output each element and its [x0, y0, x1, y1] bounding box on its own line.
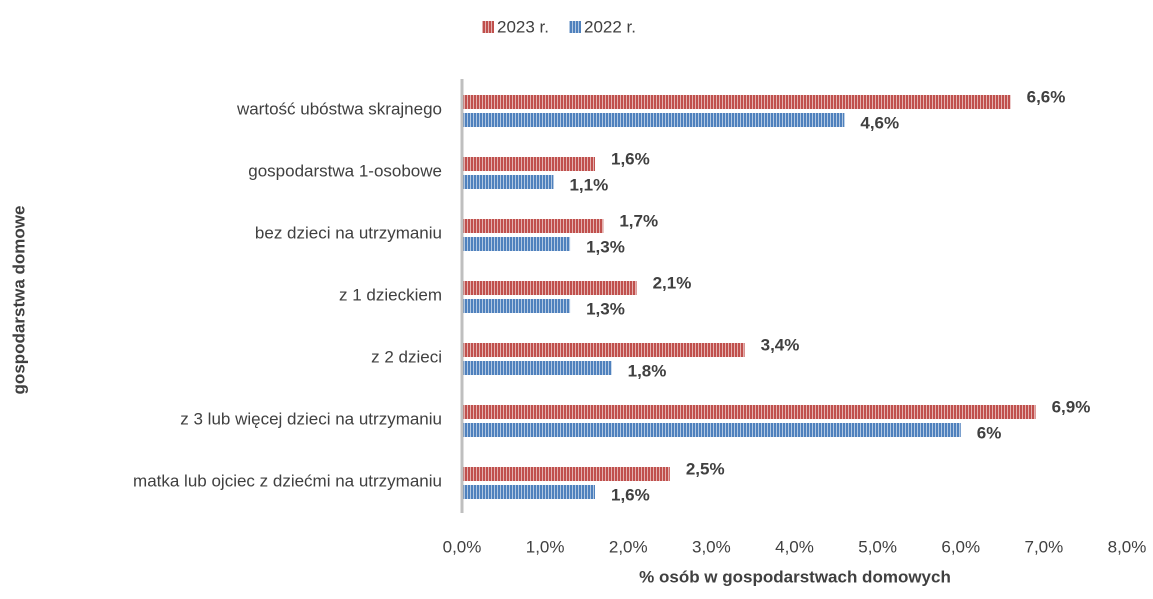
legend-swatch	[482, 21, 494, 33]
x-axis-title: % osób w gospodarstwach domowych	[639, 567, 951, 586]
bar	[462, 95, 1011, 109]
data-label: 2,5%	[686, 459, 725, 478]
x-tick-label: 4,0%	[775, 537, 814, 556]
bar	[462, 405, 1036, 419]
y-tick-label: z 3 lub więcej dzieci na utrzymaniu	[180, 409, 442, 428]
data-label: 4,6%	[860, 113, 899, 132]
data-label: 6%	[977, 423, 1002, 442]
bar	[462, 485, 595, 499]
y-tick-label: bez dzieci na utrzymaniu	[255, 223, 442, 242]
bar	[462, 299, 571, 313]
x-tick-label: 1,0%	[526, 537, 565, 556]
x-tick-label: 2,0%	[609, 537, 648, 556]
y-tick-label: matka lub ojciec z dziećmi na utrzymaniu	[133, 471, 442, 490]
data-label: 1,8%	[628, 361, 667, 380]
y-tick-label: wartość ubóstwa skrajnego	[236, 99, 442, 118]
data-label: 3,4%	[761, 335, 800, 354]
x-tick-label: 5,0%	[858, 537, 897, 556]
bar	[462, 219, 604, 233]
bar	[462, 113, 845, 127]
y-tick-label: z 2 dzieci	[371, 347, 442, 366]
x-tick-label: 6,0%	[941, 537, 980, 556]
data-label: 1,7%	[619, 211, 658, 230]
bar	[462, 175, 554, 189]
x-tick-label: 7,0%	[1025, 537, 1064, 556]
data-label: 6,9%	[1052, 397, 1091, 416]
y-axis-title: gospodarstwa domowe	[9, 206, 28, 395]
data-label: 1,3%	[586, 299, 625, 318]
data-label: 2,1%	[653, 273, 692, 292]
legend-label: 2023 r.	[497, 17, 549, 36]
bar	[462, 281, 637, 295]
bar	[462, 343, 745, 357]
bar	[462, 423, 961, 437]
bar	[462, 237, 571, 251]
x-tick-label: 3,0%	[692, 537, 731, 556]
y-tick-label: z 1 dzieckiem	[339, 285, 442, 304]
bar	[462, 361, 612, 375]
data-label: 1,1%	[569, 175, 608, 194]
bar	[462, 157, 595, 171]
data-label: 1,6%	[611, 149, 650, 168]
x-tick-label: 0,0%	[443, 537, 482, 556]
bar	[462, 467, 670, 481]
data-label: 1,3%	[586, 237, 625, 256]
data-label: 1,6%	[611, 485, 650, 504]
legend-swatch	[569, 21, 581, 33]
legend-label: 2022 r.	[584, 17, 636, 36]
data-label: 6,6%	[1027, 87, 1066, 106]
x-tick-label: 8,0%	[1108, 537, 1147, 556]
y-tick-label: gospodarstwa 1-osobowe	[248, 161, 442, 180]
